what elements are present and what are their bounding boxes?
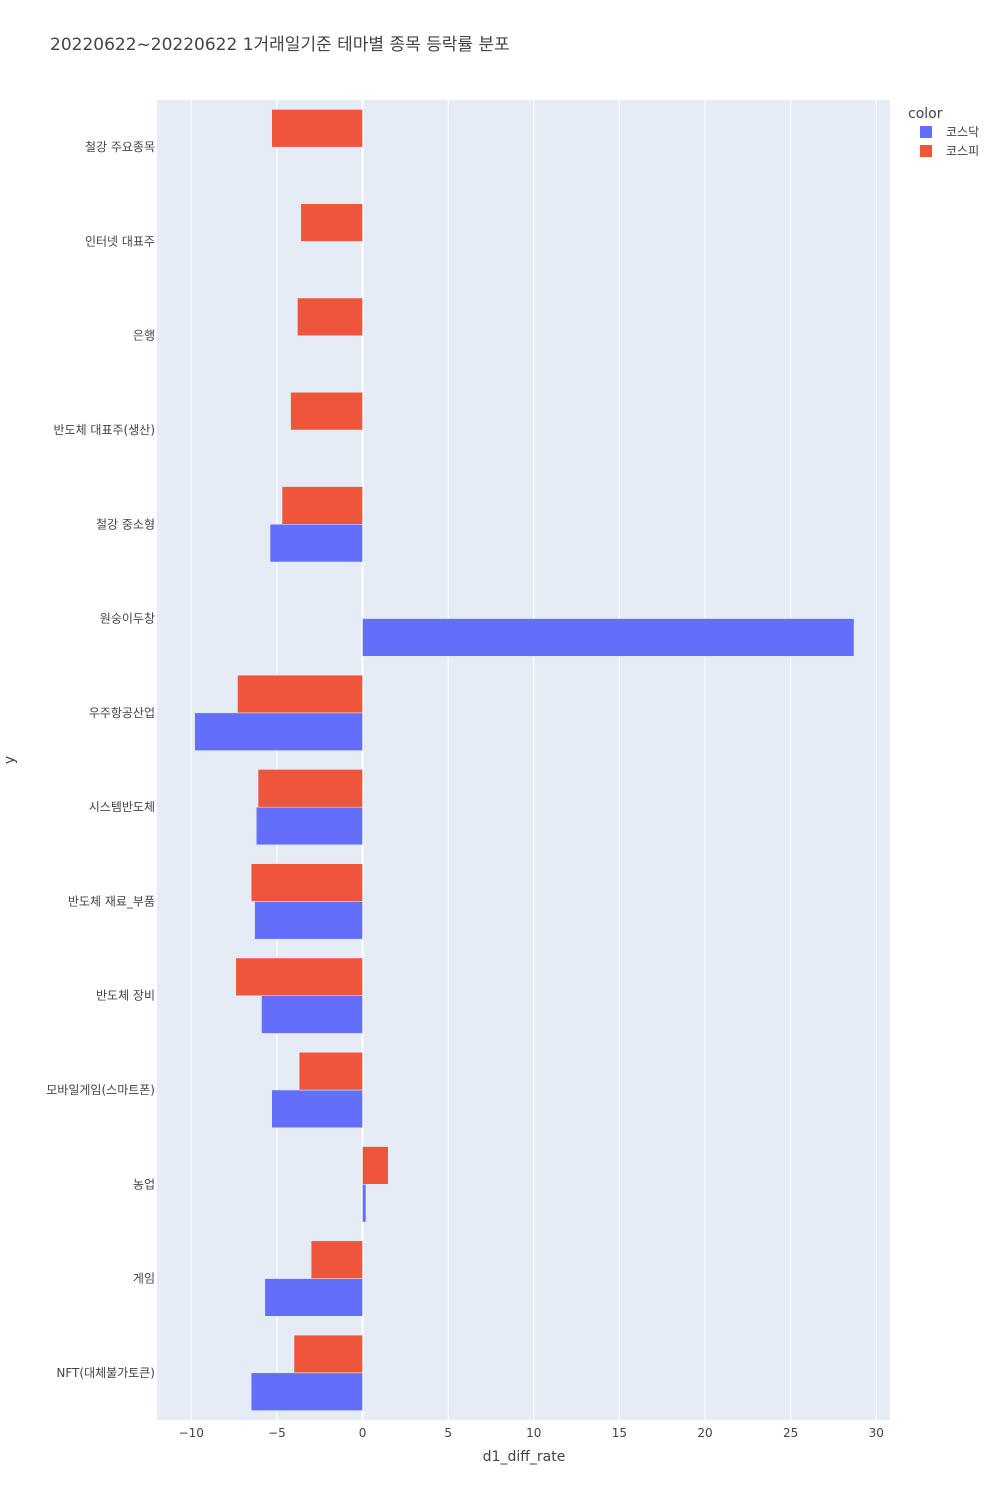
bar-kospi[interactable] xyxy=(310,1240,363,1279)
y-tick-label: 원숭이두창 xyxy=(100,612,155,626)
bar-kospi[interactable] xyxy=(237,674,363,714)
bar-kospi[interactable] xyxy=(257,769,363,808)
bar-kosdaq[interactable] xyxy=(250,1372,363,1411)
bar-kosdaq[interactable] xyxy=(362,618,855,657)
bar-kosdaq[interactable] xyxy=(194,712,363,751)
bar-kosdaq[interactable] xyxy=(261,995,363,1034)
bars xyxy=(194,109,855,1411)
bar-kosdaq[interactable] xyxy=(269,524,363,563)
legend-item-kospi[interactable]: 코스피 xyxy=(920,144,979,158)
x-axis-title: d1_diff_rate xyxy=(483,1449,566,1465)
legend-swatch-kosdaq xyxy=(920,126,932,138)
y-tick-label: 철강 중소형 xyxy=(96,517,155,531)
bar-kosdaq[interactable] xyxy=(264,1278,363,1317)
legend[interactable]: color 코스닥 코스피 xyxy=(908,106,979,158)
x-tick-label: 15 xyxy=(612,1426,627,1440)
y-tick-label: 모바일게임(스마트폰) xyxy=(46,1083,155,1097)
x-tick-label: 0 xyxy=(359,1426,367,1440)
x-ticks: −10 −5 0 5 10 15 20 25 30 xyxy=(179,1426,884,1440)
bar-kosdaq[interactable] xyxy=(254,901,363,940)
x-tick-label: −10 xyxy=(179,1426,204,1440)
y-tick-label: 인터넷 대표주 xyxy=(85,234,155,248)
x-tick-label: 10 xyxy=(526,1426,541,1440)
y-tick-label: 농업 xyxy=(133,1177,155,1191)
y-tick-label: NFT(대체불가토큰) xyxy=(56,1366,155,1380)
bar-kospi[interactable] xyxy=(300,203,363,242)
legend-swatch-kospi xyxy=(920,145,932,157)
bar-kospi[interactable] xyxy=(362,1146,389,1185)
y-tick-label: 은행 xyxy=(133,328,155,343)
x-tick-label: 25 xyxy=(783,1426,798,1440)
bar-kospi[interactable] xyxy=(235,957,363,996)
bar-kospi[interactable] xyxy=(271,109,363,148)
y-tick-label: 게임 xyxy=(133,1272,155,1286)
y-tick-label: 반도체 재료_부품 xyxy=(68,894,155,908)
x-tick-label: −5 xyxy=(268,1426,286,1440)
y-tick-label: 반도체 대표주(생산) xyxy=(54,423,156,437)
y-axis-title: y xyxy=(2,756,18,764)
x-tick-label: 5 xyxy=(444,1426,452,1440)
bar-kospi[interactable] xyxy=(293,1334,363,1374)
y-tick-label: 철강 주요종목 xyxy=(85,140,155,154)
bar-kospi[interactable] xyxy=(290,392,363,431)
y-tick-label: 반도체 장비 xyxy=(96,989,155,1003)
legend-item-kosdaq[interactable]: 코스닥 xyxy=(920,125,979,139)
legend-label-kospi: 코스피 xyxy=(946,144,979,158)
bar-kosdaq[interactable] xyxy=(271,1089,363,1128)
bar-kospi[interactable] xyxy=(281,486,363,525)
chart-title: 20220622~20220622 1거래일기준 테마별 종목 등락률 분포 xyxy=(50,35,510,55)
x-tick-label: 30 xyxy=(869,1426,884,1440)
bar-kospi[interactable] xyxy=(298,1052,363,1091)
bar-kospi[interactable] xyxy=(297,297,363,336)
y-tick-label: 우주항공산업 xyxy=(89,706,155,720)
bar-kosdaq[interactable] xyxy=(362,1184,367,1223)
y-tick-label: 시스템반도체 xyxy=(89,800,155,814)
x-tick-label: 20 xyxy=(697,1426,712,1440)
bar-kosdaq[interactable] xyxy=(256,806,363,846)
bar-kospi[interactable] xyxy=(250,863,363,902)
legend-label-kosdaq: 코스닥 xyxy=(946,125,979,139)
plot-background xyxy=(157,100,890,1420)
legend-title: color xyxy=(908,106,943,122)
